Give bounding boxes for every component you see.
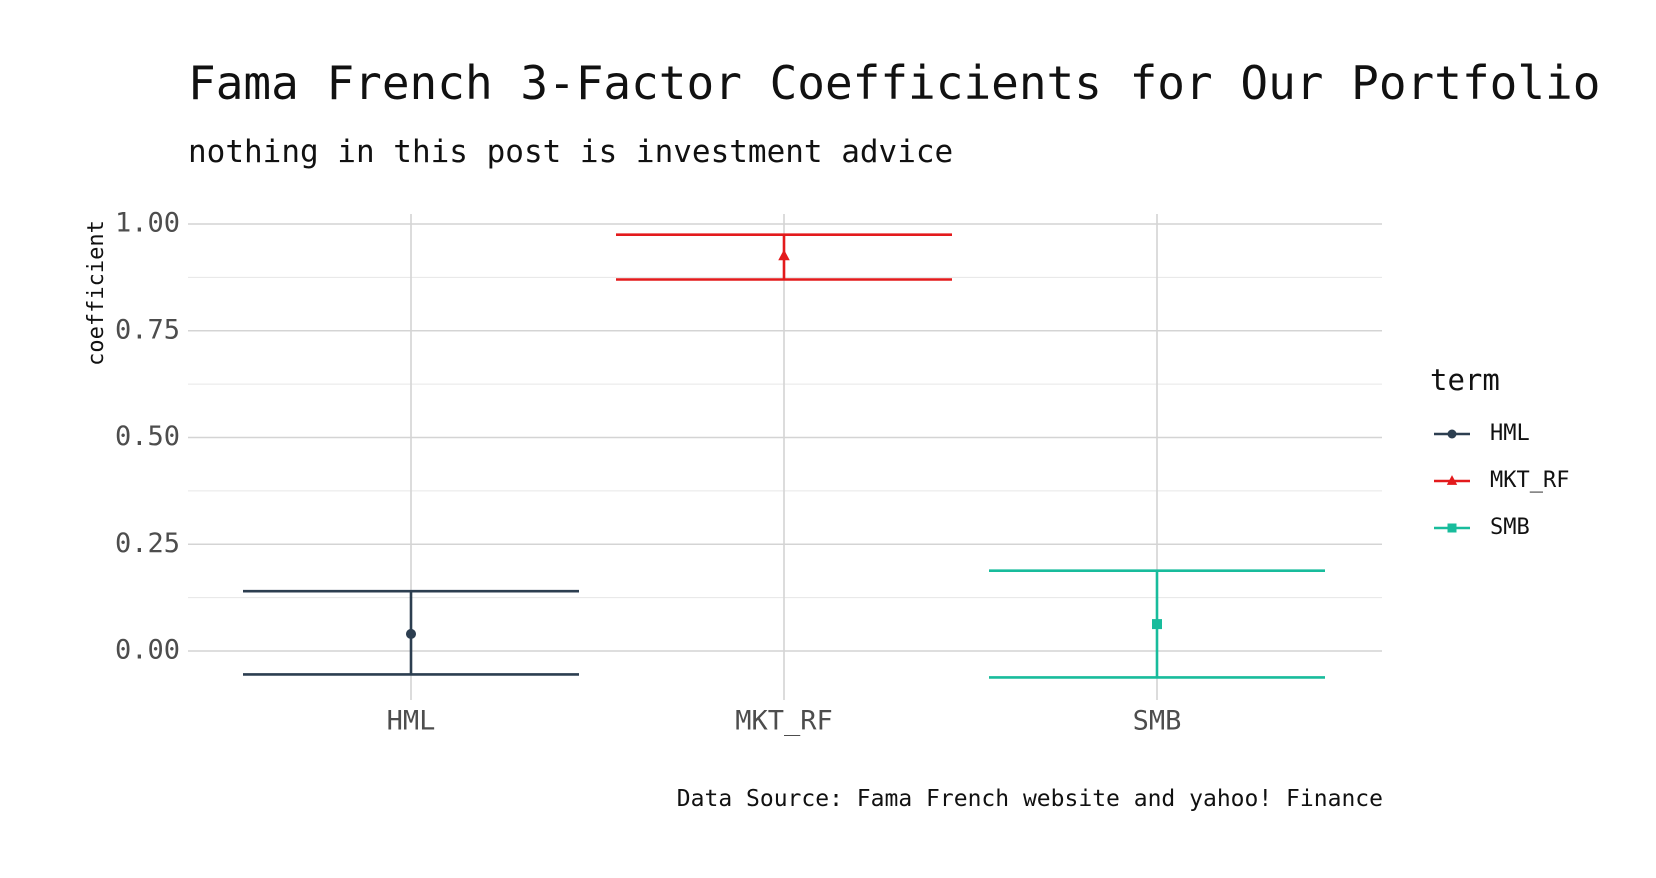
y-tick-label: 0.25 — [115, 528, 180, 559]
y-tick-label: 1.00 — [115, 208, 180, 239]
y-axis-label: coefficient — [84, 220, 109, 366]
estimate-point — [406, 628, 416, 639]
y-tick-label: 0.50 — [115, 421, 180, 452]
series-hml — [243, 589, 579, 676]
y-tick-label: 0.75 — [115, 314, 180, 345]
legend-key-marker — [1447, 523, 1457, 533]
series-smb — [989, 569, 1325, 679]
chart-caption: Data Source: Fama French website and yah… — [676, 786, 1383, 812]
x-tick-label: HML — [387, 706, 436, 737]
chart-title: Fama French 3-Factor Coefficients for Ou… — [188, 56, 1601, 110]
legend-label: HML — [1490, 421, 1530, 446]
legend-item-mkt-rf: MKT_RF — [1434, 468, 1569, 493]
series-mkt-rf — [616, 233, 952, 281]
legend-item-hml: HML — [1434, 421, 1530, 446]
x-tick-label: SMB — [1133, 706, 1182, 737]
y-tick-label: 0.00 — [115, 635, 180, 666]
grid-lines — [188, 214, 1382, 700]
legend-key-marker — [1447, 429, 1457, 439]
axis-labels: 0.00 0.25 0.50 0.75 1.00 HML MKT_RF SMB — [115, 208, 1181, 737]
legend-title: term — [1430, 363, 1500, 397]
plot-marks — [243, 233, 1325, 679]
estimate-point — [1152, 619, 1162, 630]
legend-label: SMB — [1490, 515, 1530, 540]
estimate-point — [778, 249, 790, 261]
x-tick-label: MKT_RF — [735, 706, 833, 737]
legend-label: MKT_RF — [1490, 468, 1569, 493]
chart-subtitle: nothing in this post is investment advic… — [188, 134, 954, 170]
legend-item-smb: SMB — [1434, 515, 1530, 540]
legend-key-marker — [1446, 475, 1458, 485]
legend: term HML MKT_RF SMB — [1430, 363, 1569, 540]
